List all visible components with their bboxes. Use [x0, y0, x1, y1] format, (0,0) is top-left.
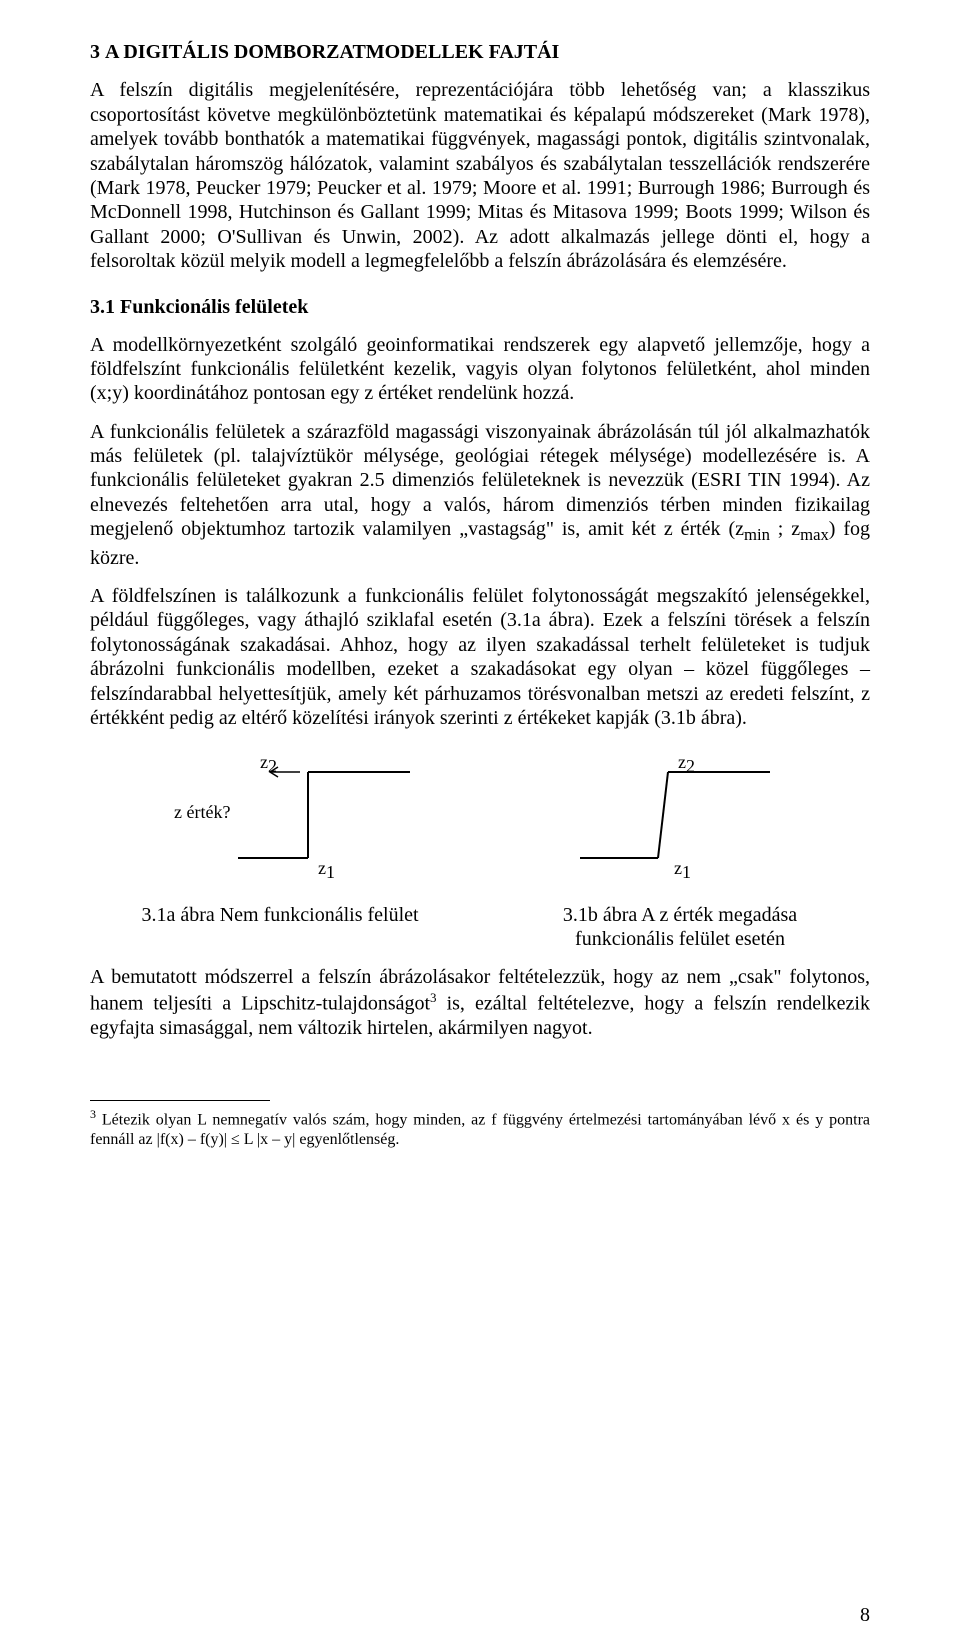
- caption-a: 3.1a ábra Nem funkcionális felület: [115, 903, 445, 951]
- page-number: 8: [860, 1604, 870, 1627]
- fig-b-z1-sub: 1: [682, 862, 691, 882]
- fig-b-z1-label: z: [674, 858, 682, 878]
- p3-min: min: [744, 525, 770, 544]
- fig-a-z1-label: z: [318, 858, 326, 878]
- page: 3 A DIGITÁLIS DOMBORZATMODELLEK FAJTÁI A…: [0, 0, 960, 1643]
- footnote-text: Létezik olyan L nemnegatív valós szám, h…: [90, 1111, 870, 1148]
- p3-text-a: A funkcionális felületek a szárazföld ma…: [90, 421, 870, 541]
- section-heading: 3 A DIGITÁLIS DOMBORZATMODELLEK FAJTÁI: [90, 40, 870, 64]
- footnote: 3 Létezik olyan L nemnegatív valós szám,…: [90, 1107, 870, 1150]
- figure-a-svg: z 2 z 1 z érték?: [170, 750, 430, 890]
- figure-b: z 2 z 1: [550, 750, 790, 895]
- fig-b-z2-label: z: [678, 752, 686, 772]
- fig-a-question: z érték?: [174, 802, 230, 822]
- subsection-heading: 3.1 Funkcionális felületek: [90, 296, 870, 319]
- fig-a-z2-label: z: [260, 752, 268, 772]
- footnote-separator: [90, 1100, 270, 1101]
- fig-a-z2-sub: 2: [268, 756, 277, 776]
- caption-b: 3.1b ábra A z érték megadása funkcionáli…: [515, 903, 845, 951]
- figure-a: z 2 z 1 z érték?: [170, 750, 430, 895]
- paragraph-1: A felszín digitális megjelenítésére, rep…: [90, 78, 870, 273]
- p3-max: max: [800, 525, 829, 544]
- figure-captions: 3.1a ábra Nem funkcionális felület 3.1b …: [90, 903, 870, 951]
- fig-a-z1-sub: 1: [326, 862, 335, 882]
- figure-row: z 2 z 1 z érték? z 2 z: [90, 750, 870, 895]
- fig-b-z2-sub: 2: [686, 756, 695, 776]
- paragraph-3: A funkcionális felületek a szárazföld ma…: [90, 420, 870, 570]
- section-number: 3: [90, 41, 100, 63]
- figure-b-svg: z 2 z 1: [550, 750, 790, 890]
- paragraph-5: A bemutatott módszerrel a felszín ábrázo…: [90, 965, 870, 1040]
- section-title: A DIGITÁLIS DOMBORZATMODELLEK FAJTÁI: [105, 41, 559, 63]
- p3-sep: ; z: [770, 518, 800, 540]
- paragraph-4: A földfelszínen is találkozunk a funkcio…: [90, 584, 870, 730]
- paragraph-2: A modellkörnyezetként szolgáló geoinform…: [90, 333, 870, 406]
